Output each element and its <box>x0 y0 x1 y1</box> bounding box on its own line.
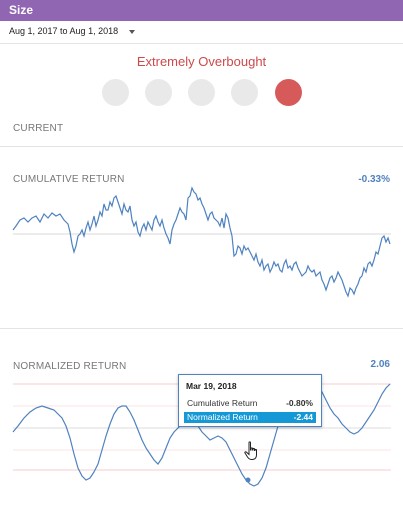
status-label: Extremely Overbought <box>136 54 267 69</box>
divider <box>0 328 403 329</box>
chart-tooltip: Mar 19, 2018 Cumulative Return -0.80% No… <box>178 374 322 427</box>
tooltip-row-cumulative: Cumulative Return -0.80% <box>184 398 316 409</box>
hover-point <box>245 477 251 483</box>
tooltip-cumulative-value: -0.80% <box>286 398 313 408</box>
tooltip-normalized-label: Normalized Return <box>187 412 258 422</box>
tooltip-normalized-value: -2.44 <box>293 412 313 422</box>
divider <box>0 146 403 147</box>
status-dot-2 <box>145 79 172 106</box>
tooltip-date: Mar 19, 2018 <box>186 381 237 391</box>
date-range-dropdown[interactable]: Aug 1, 2017 to Aug 1, 2018 <box>9 26 135 36</box>
hand-pointer-icon <box>244 441 257 460</box>
divider <box>0 43 403 44</box>
cumulative-return-line <box>12 186 391 298</box>
tooltip-row-normalized: Normalized Return -2.44 <box>184 412 316 423</box>
tooltip-cumulative-label: Cumulative Return <box>187 398 258 408</box>
normalized-return-label: NORMALIZED RETURN <box>13 361 127 372</box>
cumulative-return-chart[interactable] <box>0 180 403 305</box>
status-dot-4 <box>231 79 258 106</box>
date-range-label: Aug 1, 2017 to Aug 1, 2018 <box>9 26 119 36</box>
status-dot-3 <box>188 79 215 106</box>
caret-down-icon <box>128 29 135 34</box>
normalized-return-line <box>12 383 391 487</box>
status-dot-5-active <box>275 79 302 106</box>
status-dot-1 <box>102 79 129 106</box>
app-header: Size <box>0 0 403 21</box>
cumulative-return-value: -0.33% <box>358 174 390 185</box>
cumulative-return-label: CUMULATIVE RETURN <box>13 174 125 185</box>
current-section-label: CURRENT <box>13 123 64 134</box>
normalized-return-value: 2.06 <box>370 359 390 370</box>
header-title: Size <box>9 3 34 17</box>
